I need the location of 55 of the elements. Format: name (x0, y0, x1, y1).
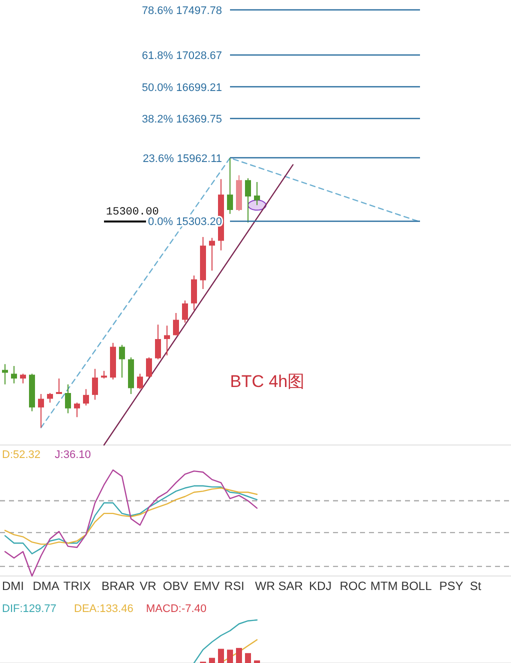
text: ROC (340, 579, 367, 593)
text: SAR (278, 579, 304, 593)
candlestick (137, 373, 143, 390)
candlestick (20, 373, 26, 384)
candlestick (254, 182, 260, 206)
candlestick (11, 366, 17, 384)
ref-line-label: 23.6% 15962.11 (142, 152, 222, 165)
text: DEA:133.46 (74, 603, 134, 615)
text: BRAR (102, 579, 136, 593)
text: J:36.10 (54, 449, 91, 461)
ref-line-label: 61.8% 17028.67 (142, 50, 222, 62)
candlestick (92, 368, 98, 400)
candlestick (74, 402, 80, 418)
bar (209, 658, 215, 663)
text: TRIX (63, 579, 91, 593)
annotation: BTC 4h图 (230, 372, 305, 391)
candlestick (245, 178, 251, 223)
text: PSY (439, 579, 464, 593)
candlestick (56, 378, 62, 394)
text: VR (140, 579, 157, 593)
ref-line-label: 50.0% 16699.21 (142, 82, 222, 94)
candlestick (65, 384, 71, 414)
text: KDJ (309, 579, 332, 593)
candlestick (209, 237, 215, 272)
text: MACD:-7.40 (146, 603, 207, 615)
candlestick (2, 364, 8, 385)
text: OBV (162, 579, 188, 593)
text: D:52.32 (2, 449, 41, 461)
candlestick (83, 388, 89, 406)
candlestick (119, 344, 125, 378)
candlestick (164, 325, 170, 356)
text: DIF:129.77 (2, 603, 56, 615)
bar (236, 648, 242, 663)
text: RSI (224, 579, 244, 593)
ref-line-label: 78.6% 17497.78 (142, 4, 222, 17)
text: St (470, 579, 482, 593)
text: BOLL (401, 579, 432, 593)
bar (227, 650, 233, 663)
candlestick (227, 157, 233, 214)
text: EMV (194, 579, 220, 593)
ref-line-label: 15300.00 (106, 206, 159, 219)
bar (254, 660, 260, 663)
candlestick (146, 356, 152, 378)
bar (218, 648, 224, 663)
text: MTM (370, 579, 398, 593)
candlestick (173, 312, 179, 336)
candlestick (38, 393, 44, 428)
text: DMA (32, 579, 60, 593)
text: DMI (2, 579, 24, 593)
candlestick (155, 324, 161, 360)
candlestick (182, 300, 188, 324)
candlestick (47, 392, 53, 404)
bar (245, 653, 251, 663)
text: WR (255, 579, 276, 593)
ref-line-label: 38.2% 16369.75 (142, 114, 222, 126)
